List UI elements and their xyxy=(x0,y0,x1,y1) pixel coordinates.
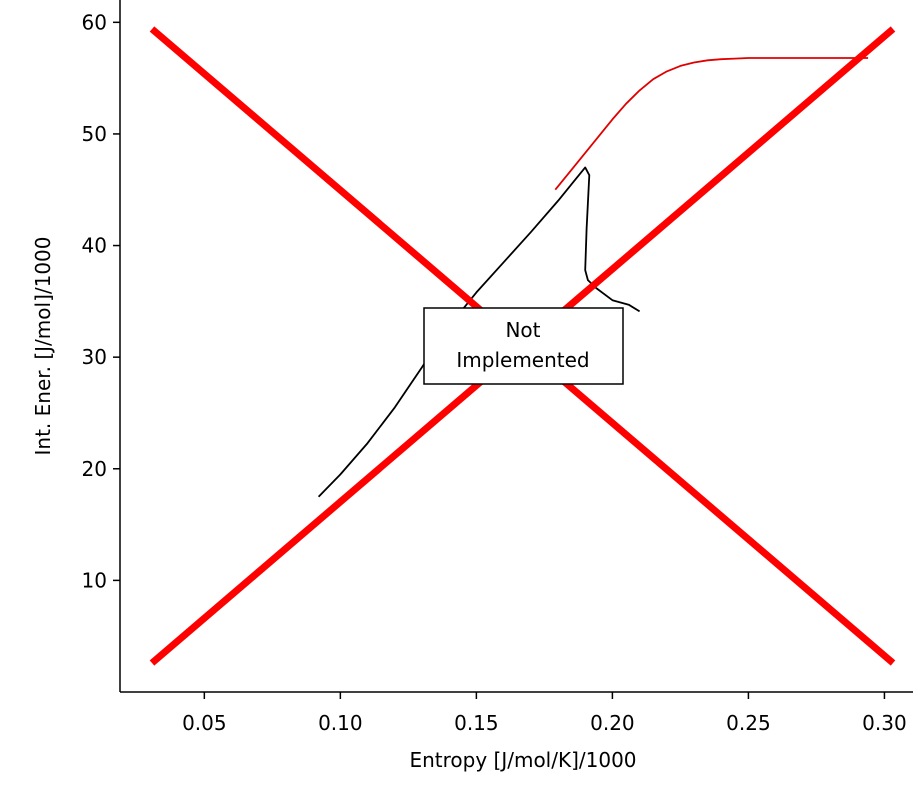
y-tick-label: 60 xyxy=(82,10,107,34)
y-tick-label: 30 xyxy=(82,345,107,369)
x-ticks: 0.05 0.10 0.15 0.20 0.25 0.30 xyxy=(182,692,907,735)
note-line-2: Implemented xyxy=(456,348,589,372)
y-tick-label: 20 xyxy=(82,457,107,481)
y-axis-label: Int. Ener. [J/mol]/1000 xyxy=(31,236,55,455)
y-tick-label: 10 xyxy=(82,568,107,592)
x-tick-label: 0.05 xyxy=(182,711,227,735)
not-implemented-note: Not Implemented xyxy=(423,307,624,385)
axes xyxy=(119,0,913,693)
y-ticks: 10 20 30 40 50 60 xyxy=(82,10,120,592)
x-tick-label: 0.15 xyxy=(454,711,499,735)
series-line-2 xyxy=(554,57,869,191)
y-tick-label: 50 xyxy=(82,122,107,146)
note-box xyxy=(423,307,624,385)
x-tick-label: 0.30 xyxy=(862,711,907,735)
x-tick-label: 0.10 xyxy=(318,711,363,735)
x-axis-label: Entropy [J/mol/K]/1000 xyxy=(409,748,636,772)
note-line-1: Not xyxy=(505,318,540,342)
y-tick-label: 40 xyxy=(82,234,107,258)
x-tick-label: 0.25 xyxy=(726,711,771,735)
x-tick-label: 0.20 xyxy=(590,711,635,735)
